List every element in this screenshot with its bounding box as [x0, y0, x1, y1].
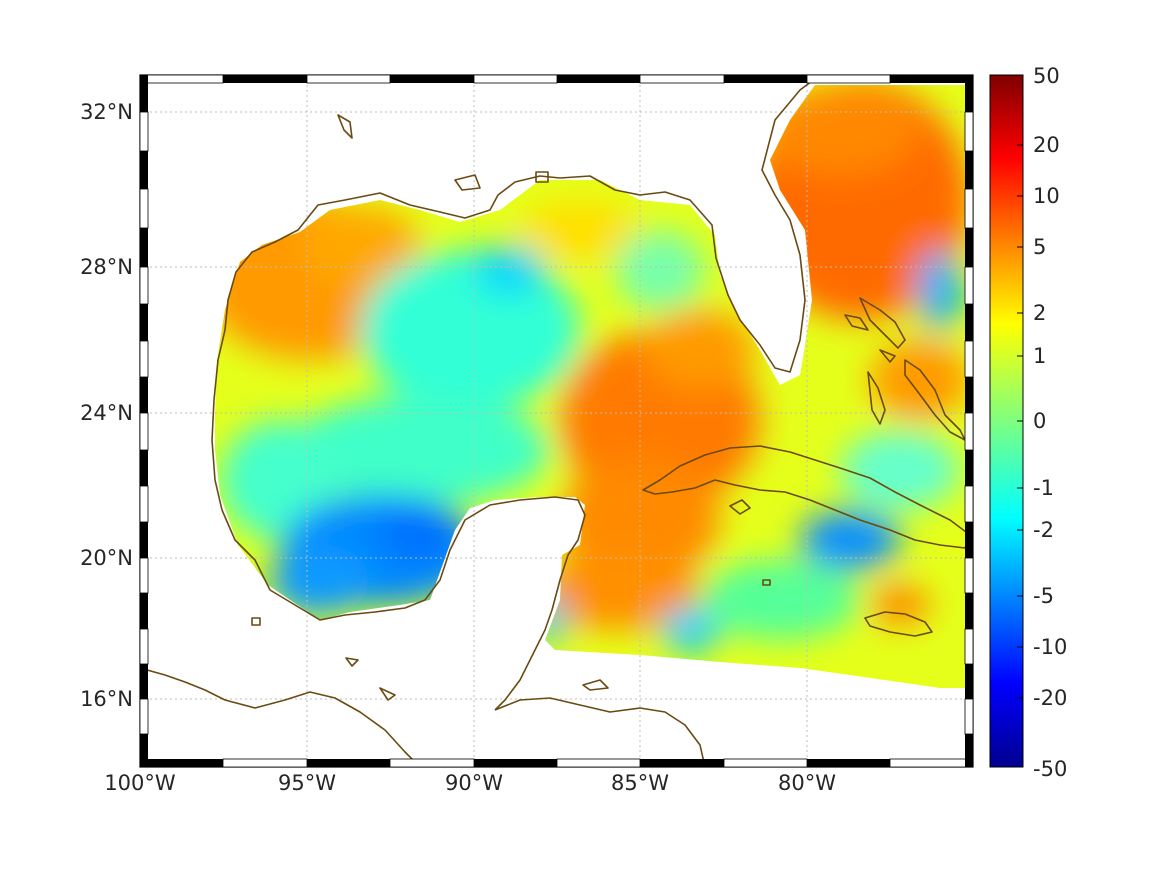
lon-tick-label: 80°W	[778, 771, 836, 795]
colorbar-tick-label: 50	[1033, 64, 1060, 88]
grid-lines	[140, 75, 973, 767]
lat-tick-label: 24°N	[80, 401, 133, 425]
colorbar-tick-label: 0	[1033, 409, 1046, 433]
colorbar-tick-label: -5	[1033, 584, 1054, 608]
colorbar-tick-label: 20	[1033, 133, 1060, 157]
lon-tick-label: 95°W	[278, 771, 336, 795]
lat-tick-label: 16°N	[80, 687, 133, 711]
lat-tick-labels: 32°N 28°N 24°N 20°N 16°N	[80, 100, 133, 711]
lon-tick-label: 90°W	[445, 771, 503, 795]
colorbar-tick-labels: 50 20 10 5 2 1 0 -1 -2 -5 -10 -20 -50	[1033, 64, 1067, 781]
colorbar-tick-label: -50	[1033, 757, 1067, 781]
lon-tick-label: 85°W	[611, 771, 669, 795]
colorbar-tick-label: 2	[1033, 301, 1046, 325]
coastline	[140, 75, 971, 767]
colorbar-tick-label: -10	[1033, 635, 1067, 659]
colorbar-tick-label: 1	[1033, 344, 1046, 368]
colorbar-tick-label: -1	[1033, 476, 1054, 500]
lat-tick-label: 32°N	[80, 100, 133, 124]
colorbar-tick-label: 5	[1033, 235, 1046, 259]
colorbar-tick-label: -20	[1033, 686, 1067, 710]
lon-tick-labels: 100°W 95°W 90°W 85°W 80°W	[104, 771, 836, 795]
lat-tick-label: 20°N	[80, 546, 133, 570]
lat-tick-label: 28°N	[80, 255, 133, 279]
colorbar-ticks	[1017, 144, 1023, 699]
colorbar-tick-label: -2	[1033, 518, 1054, 542]
lon-tick-label: 100°W	[104, 771, 176, 795]
colorbar-tick-label: 10	[1033, 184, 1060, 208]
map-frame	[139, 74, 974, 768]
